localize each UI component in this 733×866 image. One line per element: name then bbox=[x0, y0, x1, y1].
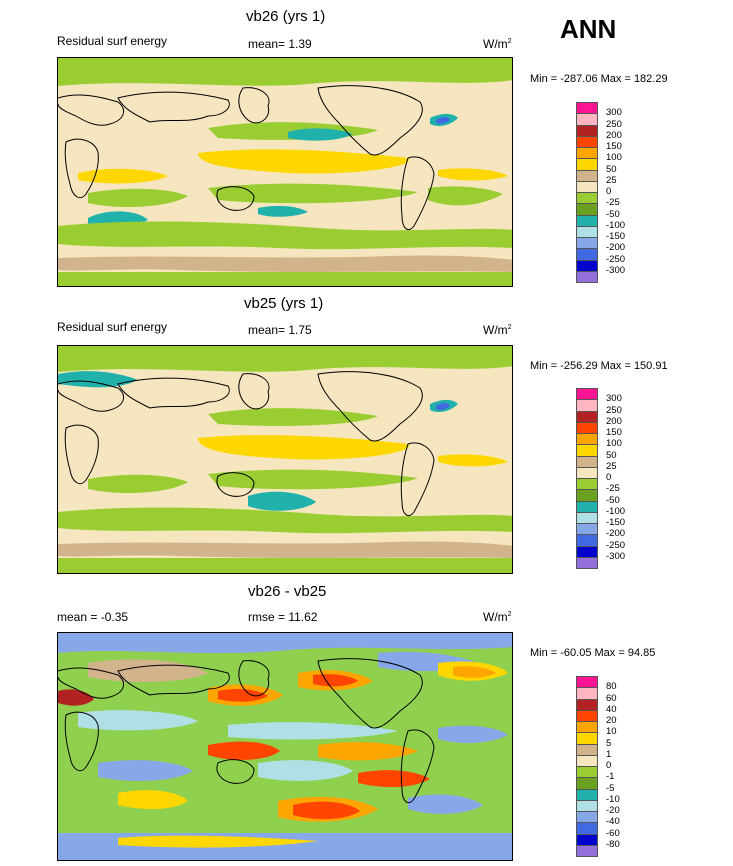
colorbar-tick-label: -20 bbox=[606, 805, 620, 816]
colorbar-tick-label: -300 bbox=[606, 264, 626, 276]
panel-left-label: Residual surf energy bbox=[57, 320, 168, 334]
colorbar-tick-label: 100 bbox=[606, 438, 622, 450]
colorbar-tick-label: -300 bbox=[606, 550, 626, 562]
colorbar-tick-label: -80 bbox=[606, 838, 620, 850]
colorbar-tick-label: 150 bbox=[606, 427, 622, 438]
colorbar-tick-label: -50 bbox=[606, 208, 620, 220]
colorbar-tick-label: 300 bbox=[606, 393, 622, 405]
map-diff bbox=[57, 632, 513, 861]
colorbar-tick-label: -40 bbox=[606, 816, 620, 828]
colorbar-tick-label: 5 bbox=[606, 737, 612, 749]
panel-units-label: W/m2 bbox=[483, 37, 512, 51]
colorbar-tick-label: -100 bbox=[606, 505, 626, 517]
colorbar-tick-label: 50 bbox=[606, 449, 617, 461]
colorbar-tick-label: -50 bbox=[606, 494, 620, 506]
colorbar-tick-label: 1 bbox=[606, 748, 612, 760]
colorbar-vb26: 300 250 200 150 100 50 25 0 -25 -50 -100 -150 -200 -2… bbox=[576, 102, 625, 283]
colorbar-tick-label: -100 bbox=[606, 219, 626, 231]
colorbar-tick-label: -200 bbox=[606, 242, 626, 254]
colorbar-swatch bbox=[576, 270, 598, 283]
colorbar-tick-label: 200 bbox=[606, 129, 622, 141]
colorbar-vb25: 300 250 200 150 100 50 25 0 -25 -50 -100 -150 -200 -2… bbox=[576, 388, 625, 569]
colorbar-tick-label: -25 bbox=[606, 483, 620, 495]
panel-rmse-label: rmse = 11.62 bbox=[248, 610, 318, 624]
panel-title: vb26 - vb25 bbox=[248, 583, 327, 600]
colorbar-tick-label: -150 bbox=[606, 231, 626, 242]
colorbar-swatch bbox=[576, 556, 598, 569]
colorbar-swatch bbox=[576, 844, 598, 857]
panel-units-label: W/m2 bbox=[483, 323, 512, 337]
colorbar-tick-label: 0 bbox=[606, 472, 612, 483]
colorbar-tick-label: -150 bbox=[606, 517, 626, 528]
panel-mean-label: mean = -0.35 bbox=[57, 610, 129, 624]
colorbar-tick-label: -25 bbox=[606, 197, 620, 209]
colorbar-tick-label: 0 bbox=[606, 186, 612, 197]
colorbar-tick-label: 250 bbox=[606, 404, 622, 416]
colorbar-tick-label: -200 bbox=[606, 528, 626, 540]
colorbar-tick-label: 150 bbox=[606, 141, 622, 152]
panel-title: vb26 (yrs 1) bbox=[246, 8, 326, 25]
colorbar-tick-label: 25 bbox=[606, 460, 617, 472]
colorbar-tick-label: -1 bbox=[606, 771, 615, 783]
colorbar-tick-label: 80 bbox=[606, 681, 617, 693]
colorbar-tick-label: 25 bbox=[606, 174, 617, 186]
panel-minmax: Min = -60.05 Max = 94.85 bbox=[530, 647, 656, 659]
colorbar-tick-label: 60 bbox=[606, 692, 617, 704]
colorbar-tick-label: -250 bbox=[606, 253, 626, 265]
colorbar-tick-label: 300 bbox=[606, 107, 622, 119]
colorbar-tick-label: 50 bbox=[606, 163, 617, 175]
colorbar-tick-label: 40 bbox=[606, 703, 617, 715]
colorbar-tick-label: -5 bbox=[606, 782, 615, 794]
panel-minmax: Min = -256.29 Max = 150.91 bbox=[530, 360, 668, 372]
colorbar-diff: 80 60 40 20 10 5 1 0 -1 -5 -10 -20 -40 -60 -80 bbox=[576, 676, 620, 857]
panel-units-label: W/m2 bbox=[483, 610, 512, 624]
panel-mean-label: mean= 1.75 bbox=[248, 323, 312, 337]
panel-left-label: Residual surf energy bbox=[57, 34, 168, 48]
colorbar-tick-label: -60 bbox=[606, 827, 620, 839]
map-vb25 bbox=[57, 345, 513, 574]
colorbar-tick-label: 0 bbox=[606, 760, 612, 771]
colorbar-tick-label: 10 bbox=[606, 726, 617, 738]
panel-mean-label: mean= 1.39 bbox=[248, 37, 312, 51]
panel-minmax: Min = -287.06 Max = 182.29 bbox=[530, 73, 668, 85]
map-vb26 bbox=[57, 57, 513, 287]
colorbar-tick-label: 200 bbox=[606, 415, 622, 427]
colorbar-tick-label: 100 bbox=[606, 152, 622, 164]
colorbar-tick-label: 250 bbox=[606, 118, 622, 130]
colorbar-tick-label: 20 bbox=[606, 715, 617, 726]
panel-title: vb25 (yrs 1) bbox=[244, 295, 324, 312]
colorbar-tick-label: -250 bbox=[606, 539, 626, 551]
season-label: ANN bbox=[560, 14, 617, 44]
colorbar-tick-label: -10 bbox=[606, 793, 620, 805]
